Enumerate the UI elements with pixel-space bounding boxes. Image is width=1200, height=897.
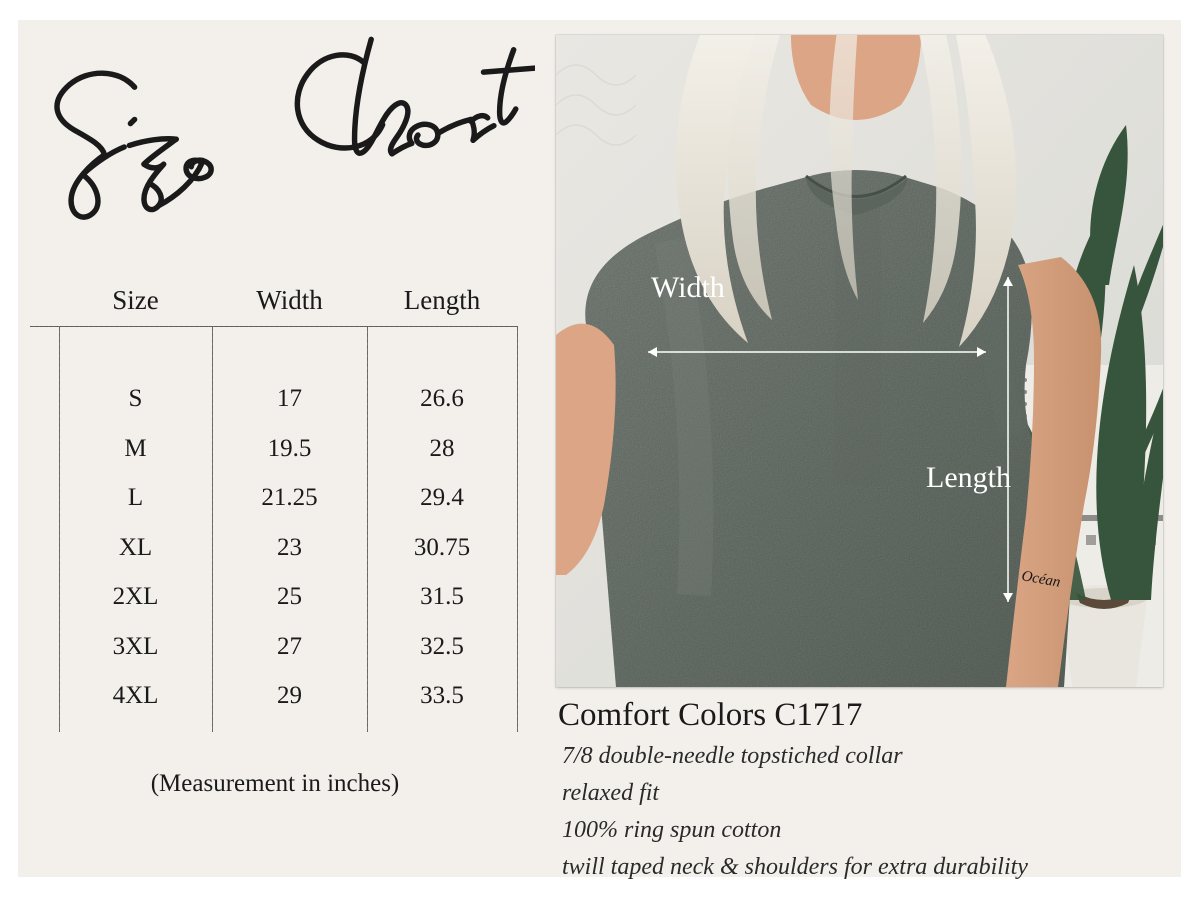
svg-text:Width: Width <box>651 271 725 304</box>
svg-text:Length: Length <box>926 461 1011 494</box>
